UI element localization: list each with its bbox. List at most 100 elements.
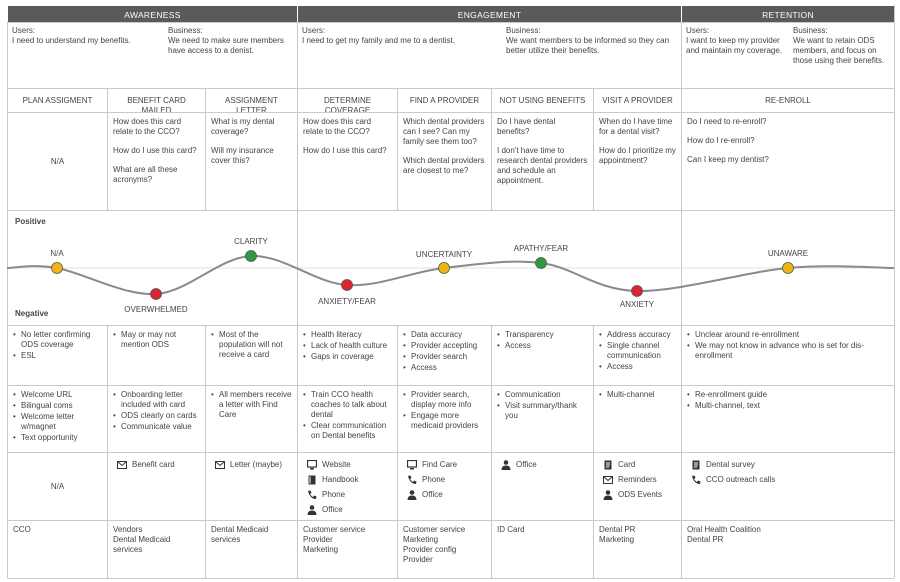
touchpoint-text: Reminders [618, 475, 657, 484]
owners-item: Customer service [403, 525, 466, 534]
pain_points-cell: Most of the population will not receive … [205, 325, 297, 385]
opportunities-item: ODS clearly on cards [113, 411, 200, 421]
touchpoint: CCO outreach calls [691, 475, 889, 485]
business-label: Business: [506, 26, 541, 35]
stage-name: FIND A PROVIDER [397, 88, 491, 112]
pain_points-cell: May or may not mention ODS [107, 325, 205, 385]
owners-item: Dental PR [687, 535, 724, 544]
goals-cell [297, 22, 681, 88]
owners-item: Vendors [113, 525, 143, 534]
owners-item: Oral Health Coalition [687, 525, 761, 534]
business-block: Business: We want members to be informed … [506, 26, 676, 56]
touchpoint-icon [408, 475, 417, 484]
opportunities-item: All members receive a letter with Find C… [211, 390, 292, 420]
touchpoint-text: Office [422, 490, 443, 499]
opportunities-cell: Train CCO health coaches to talk about d… [297, 385, 397, 452]
owners-item: Customer service [303, 525, 366, 534]
pain_points-cell: Address accuracySingle channel communica… [593, 325, 681, 385]
opportunities-item: Provider search, display more info [403, 390, 486, 410]
goals-cell [681, 22, 894, 88]
emotion-label: UNCERTAINTY [416, 250, 473, 259]
questions-cell: N/A [7, 112, 107, 210]
questions-item: What is my dental coverage? [211, 117, 275, 136]
pain-points-item: Data accuracy [403, 330, 486, 340]
questions-item: How does this card relate to the CCO? [303, 117, 372, 136]
phase-header: RETENTION [681, 5, 894, 22]
touchpoint: Card [603, 460, 676, 470]
touchpoint-icon [501, 460, 511, 470]
owners-item: Provider [403, 555, 433, 564]
stage-name: ASSIGNMENT LETTER [205, 88, 297, 115]
questions-item: What are all these acronyms? [113, 165, 178, 184]
touchpoint-icon [603, 490, 613, 500]
touchpoint-text: Phone [422, 475, 446, 484]
touchpoint: Benefit card [117, 460, 200, 470]
touchpoint-icon [604, 460, 612, 470]
touchpoint-icon [308, 475, 316, 485]
opportunities-cell: All members receive a letter with Find C… [205, 385, 297, 452]
emotion-label: ANXIETY/FEAR [318, 297, 376, 306]
owners-item: Marketing [403, 535, 439, 544]
pain-points-item: Access [403, 363, 486, 373]
touchpoints-cell: Dental survey CCO outreach calls [681, 452, 894, 520]
emotion-label: ANXIETY [620, 300, 655, 309]
emotion-dot [631, 285, 643, 297]
touchpoint: Find Care [407, 460, 486, 470]
touchpoint: Office [501, 460, 588, 470]
business-text: We need to make sure members have access… [168, 36, 284, 55]
questions-item: How do I use this card? [303, 146, 387, 155]
opportunities-cell: CommunicationVisit summary/thank you [491, 385, 593, 452]
opportunities-item: Re-enrollment guide [687, 390, 889, 400]
touchpoint-text: ODS Events [618, 490, 663, 499]
users-label: Users: [302, 26, 326, 35]
emotion-dot [245, 250, 257, 262]
questions-item: How do I use this card? [113, 146, 197, 155]
pain-points-item: Health literacy [303, 330, 392, 340]
emotion-label: N/A [50, 249, 64, 258]
questions-item: Do I have dental benefits? [497, 117, 556, 136]
border [894, 5, 895, 578]
questions-item: How do I re-enroll? [687, 136, 755, 145]
touchpoint: ODS Events [603, 490, 676, 500]
emotion-curve [6, 254, 895, 296]
pain_points-cell: Data accuracyProvider acceptingProvider … [397, 325, 491, 385]
owners-cell: Dental Medicaid services [205, 520, 297, 578]
emotion-dot [150, 288, 162, 300]
touchpoint: Reminders [603, 475, 676, 485]
owners-item: Marketing [303, 545, 339, 554]
touchpoints-cell: Website Handbook Phone Office [297, 452, 397, 520]
opportunities-cell: Provider search, display more infoEngage… [397, 385, 491, 452]
pain_points-cell: No letter confirming ODS coverageESL [7, 325, 107, 385]
touchpoint: Letter (maybe) [215, 460, 292, 470]
touchpoint: Handbook [307, 475, 392, 485]
touchpoint-icon [215, 461, 225, 469]
positive-label: Positive [15, 217, 46, 226]
users-label: Users: [12, 26, 36, 35]
touchpoints-cell: N/A [7, 452, 107, 520]
owners-item: Provider config [403, 545, 457, 554]
pain_points-cell: TransparencyAccess [491, 325, 593, 385]
owners-item: ID Card [497, 525, 525, 534]
questions-cell: When do I have time for a dental visit? H… [593, 112, 681, 210]
opportunities-cell: Multi-channel [593, 385, 681, 452]
emotion-label: UNAWARE [768, 249, 808, 258]
touchpoint-icon [307, 460, 317, 470]
goals-cell [7, 22, 297, 88]
questions-item: How does this card relate to the CCO? [113, 117, 182, 136]
questions-item: Which dental providers can I see? Can my… [403, 117, 485, 146]
questions-item: Which dental providers are closest to me… [403, 156, 485, 175]
touchpoints-cell: Letter (maybe) [205, 452, 297, 520]
business-label: Business: [168, 26, 203, 35]
border [7, 578, 894, 579]
questions-item: I don't have time to research dental pro… [497, 146, 588, 185]
touchpoint: Dental survey [691, 460, 889, 470]
owners-item: Dental PR [599, 525, 636, 534]
opportunities-item: Visit summary/thank you [497, 401, 588, 421]
questions-item: How do I prioritize my appointment? [599, 146, 676, 165]
touchpoint-icon [692, 460, 700, 470]
business-block: Business: We want to retain ODS members, … [793, 26, 888, 66]
touchpoint-text: Benefit card [132, 460, 175, 469]
questions-cell: Which dental providers can I see? Can my… [397, 112, 491, 210]
